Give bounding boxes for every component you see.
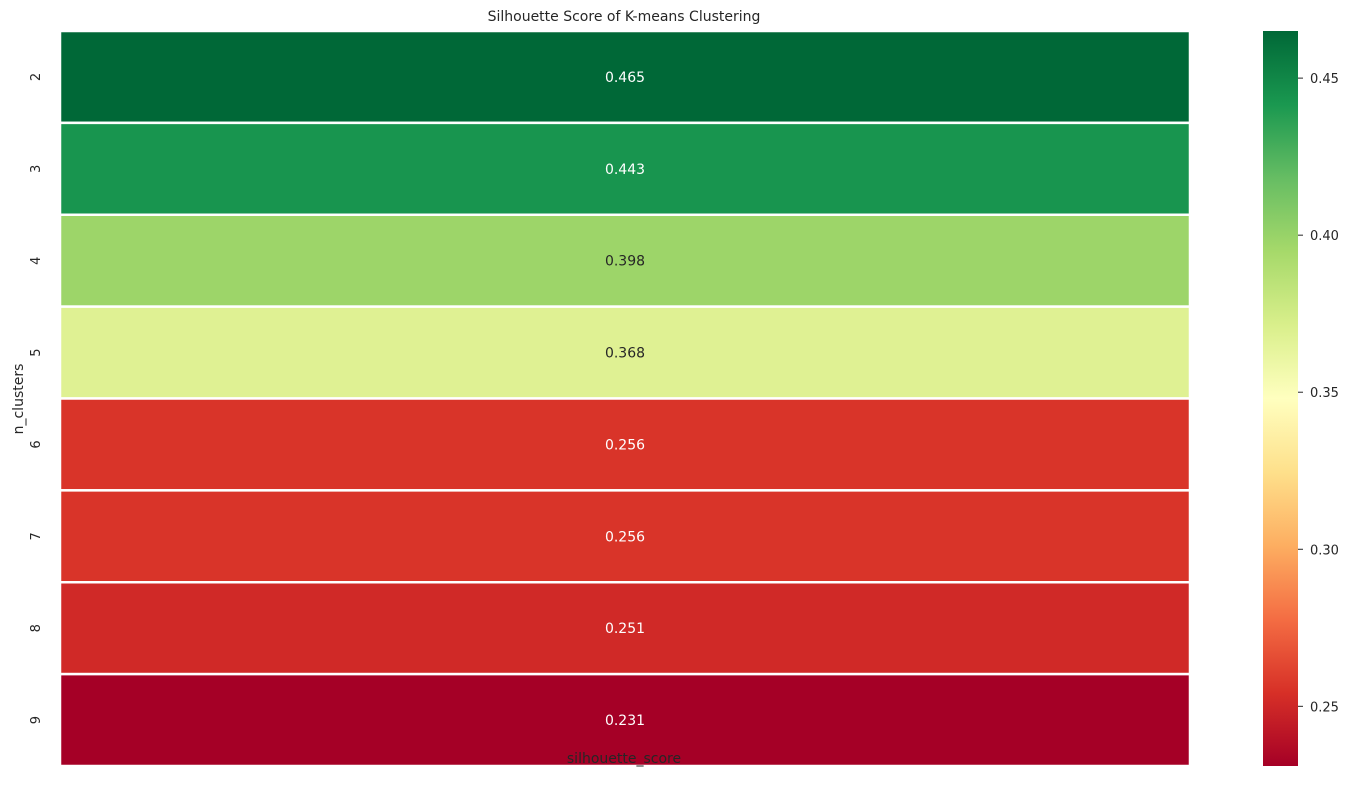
colorbar-tick-label: 0.35 xyxy=(1310,386,1339,401)
cell-value-label: 0.443 xyxy=(605,162,645,178)
cell-value-label: 0.398 xyxy=(605,254,645,270)
heatmap-cell xyxy=(58,672,1192,768)
heatmap-cell xyxy=(58,121,1192,216)
cell-value-label: 0.465 xyxy=(605,70,645,86)
heatmap-cells: 0.465 0.443 0.398 0.368 0.256 0.256 0.251 0.231 xyxy=(58,29,1192,768)
cell-value-label: 0.251 xyxy=(605,621,645,637)
chart-title: Silhouette Score of K-means Clustering xyxy=(488,9,761,25)
row-tick-label: 5 xyxy=(29,348,44,356)
colorbar-tick-label: 0.45 xyxy=(1310,72,1339,87)
row-tick-label: 8 xyxy=(29,624,44,632)
cell-value-label: 0.231 xyxy=(605,713,645,729)
colorbar-tick-label: 0.30 xyxy=(1310,543,1339,558)
row-tick-labels: 2 3 4 5 6 7 8 9 xyxy=(29,73,44,724)
row-tick-label: 6 xyxy=(29,440,44,448)
heatmap-cell xyxy=(58,305,1192,400)
colorbar xyxy=(1263,31,1298,766)
row-tick-label: 3 xyxy=(29,165,44,173)
row-tick-label: 4 xyxy=(29,257,44,265)
heatmap-cell xyxy=(58,29,1192,125)
heatmap-cell xyxy=(58,489,1192,584)
cell-value-label: 0.368 xyxy=(605,346,645,362)
heatmap-cell xyxy=(58,213,1192,308)
row-tick-label: 2 xyxy=(29,73,44,81)
x-tick-label: silhouette_score xyxy=(567,751,681,767)
colorbar-tick-label: 0.25 xyxy=(1310,700,1339,715)
y-axis-label: n_clusters xyxy=(11,364,27,435)
colorbar-ticks: 0.25 0.30 0.35 0.40 0.45 xyxy=(1298,72,1339,715)
row-tick-label: 9 xyxy=(29,716,44,724)
colorbar-tick-label: 0.40 xyxy=(1310,229,1339,244)
cell-value-label: 0.256 xyxy=(605,529,645,545)
cell-value-label: 0.256 xyxy=(605,437,645,453)
row-tick-label: 7 xyxy=(29,532,44,540)
